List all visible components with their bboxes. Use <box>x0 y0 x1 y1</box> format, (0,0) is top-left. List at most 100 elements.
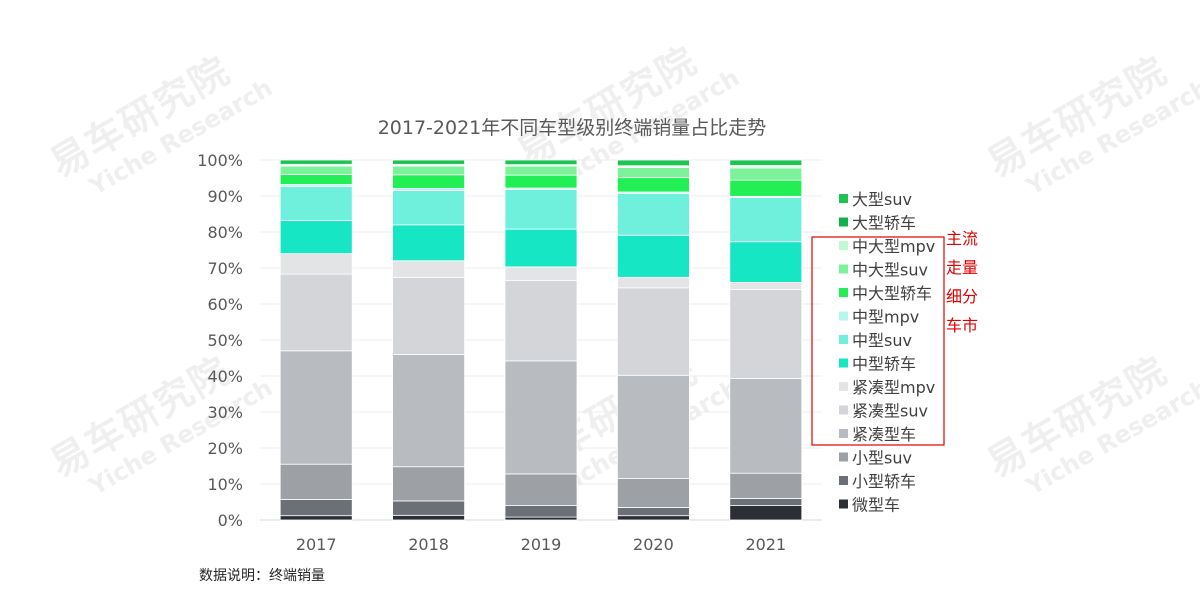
bar-segment <box>729 505 803 521</box>
legend-swatch <box>839 335 848 344</box>
data-note: 数据说明：终端销量 <box>199 568 325 584</box>
bar-segment <box>617 506 690 517</box>
y-axis-ticks: 0% 10% 20% 30% 40% 50% 60% 70% 80% 90% 100% <box>197 151 243 530</box>
bar-segment <box>279 499 353 517</box>
bar-segment <box>504 165 578 176</box>
legend-label: 中型轿车 <box>852 355 916 374</box>
bar-segment <box>279 273 353 352</box>
legend-swatch <box>839 288 848 297</box>
chart-title: 2017-2021年不同车型级别终端销量占比走势 <box>378 117 767 139</box>
bar-segment <box>504 228 578 268</box>
legend-swatch <box>839 452 848 462</box>
bar-segment <box>617 374 690 479</box>
bar-segment <box>279 220 353 254</box>
bar-segment <box>279 350 353 465</box>
bar-segment <box>504 266 578 282</box>
bar-segment <box>729 281 803 290</box>
bar-segment <box>729 197 803 243</box>
bar-segment <box>617 276 690 289</box>
legend-swatch <box>839 264 848 274</box>
bar-segment <box>279 173 353 185</box>
y-tick-label: 100% <box>197 151 243 170</box>
legend-swatch <box>839 217 848 227</box>
bar-segment <box>279 165 353 175</box>
highlight-box <box>811 236 945 446</box>
annotation-text: 主流 走量 细分 车市 <box>946 224 978 340</box>
annotation-line: 走量 <box>946 258 979 277</box>
bar-segment <box>279 159 353 165</box>
bar-segment <box>617 287 690 376</box>
x-axis-ticks: 2017 2018 2019 2020 2021 <box>296 535 786 554</box>
legend-swatch <box>839 499 848 509</box>
bar-segment <box>392 224 466 262</box>
bar-segment <box>617 159 690 167</box>
bar-segment <box>729 241 803 283</box>
legend-label: 中型suv <box>852 331 912 350</box>
bar-segment <box>279 185 353 221</box>
annotation-line: 细分 <box>946 287 979 306</box>
legend-label: 中型mpv <box>852 308 919 327</box>
bar-segment <box>729 497 803 506</box>
legend-label: 小型suv <box>852 449 912 468</box>
legend-swatch <box>839 429 848 438</box>
y-tick-label: 50% <box>207 331 243 350</box>
bar-segment <box>392 353 466 468</box>
bar-segment <box>617 177 690 193</box>
bar-segment <box>279 463 353 500</box>
bar-segment <box>504 360 578 475</box>
legend-label: 紧凑型车 <box>852 425 916 444</box>
bar-segment <box>279 515 353 521</box>
bar-segment <box>729 179 803 197</box>
bar-segment <box>504 280 578 362</box>
bar-segment <box>729 378 803 474</box>
bar-segment <box>729 289 803 379</box>
x-tick-label: 2017 <box>296 535 337 554</box>
bar-segment <box>617 167 690 179</box>
annotation-line: 主流 <box>946 229 979 248</box>
legend-swatch <box>839 358 848 368</box>
x-tick-label: 2018 <box>408 535 449 554</box>
bar-segment <box>504 505 578 518</box>
legend-swatch <box>839 194 848 203</box>
bar-segment <box>392 500 466 516</box>
legend-swatch <box>839 382 848 391</box>
bars <box>279 159 803 521</box>
bar-segment <box>617 478 690 508</box>
legend-label: 中大型suv <box>852 261 928 280</box>
legend-swatch <box>839 311 848 321</box>
legend-label: 中大型轿车 <box>852 284 932 303</box>
bar-segment <box>729 159 803 166</box>
legend-swatch <box>839 405 848 415</box>
bar-segment <box>504 159 578 166</box>
y-tick-label: 30% <box>207 403 243 422</box>
bar-segment <box>392 260 466 278</box>
x-tick-label: 2021 <box>745 535 786 554</box>
y-tick-label: 60% <box>207 295 243 314</box>
bar-segment <box>729 167 803 181</box>
bar-segment <box>392 174 466 189</box>
bar-segment <box>392 165 466 176</box>
y-tick-label: 80% <box>207 223 243 242</box>
legend-label: 小型轿车 <box>852 472 916 491</box>
y-tick-label: 0% <box>218 511 243 530</box>
legend-swatch <box>839 476 848 485</box>
bar-segment <box>504 174 578 189</box>
x-tick-label: 2020 <box>633 535 674 554</box>
y-tick-label: 70% <box>207 259 243 278</box>
bar-segment <box>617 234 690 278</box>
legend-label: 紧凑型suv <box>852 402 928 421</box>
bar-segment <box>617 515 690 521</box>
legend-label: 紧凑型mpv <box>852 378 935 397</box>
legend-label: 大型轿车 <box>852 214 916 233</box>
legend-label: 大型suv <box>852 190 912 209</box>
x-tick-label: 2019 <box>521 535 562 554</box>
bar-segment <box>392 514 466 521</box>
legend-label: 微型车 <box>852 496 900 515</box>
bar-segment <box>504 189 578 230</box>
legend-label: 中大型mpv <box>852 237 935 256</box>
annotation-line: 车市 <box>946 316 979 335</box>
bar-segment <box>504 516 578 521</box>
y-tick-label: 90% <box>207 187 243 206</box>
y-tick-label: 40% <box>207 367 243 386</box>
